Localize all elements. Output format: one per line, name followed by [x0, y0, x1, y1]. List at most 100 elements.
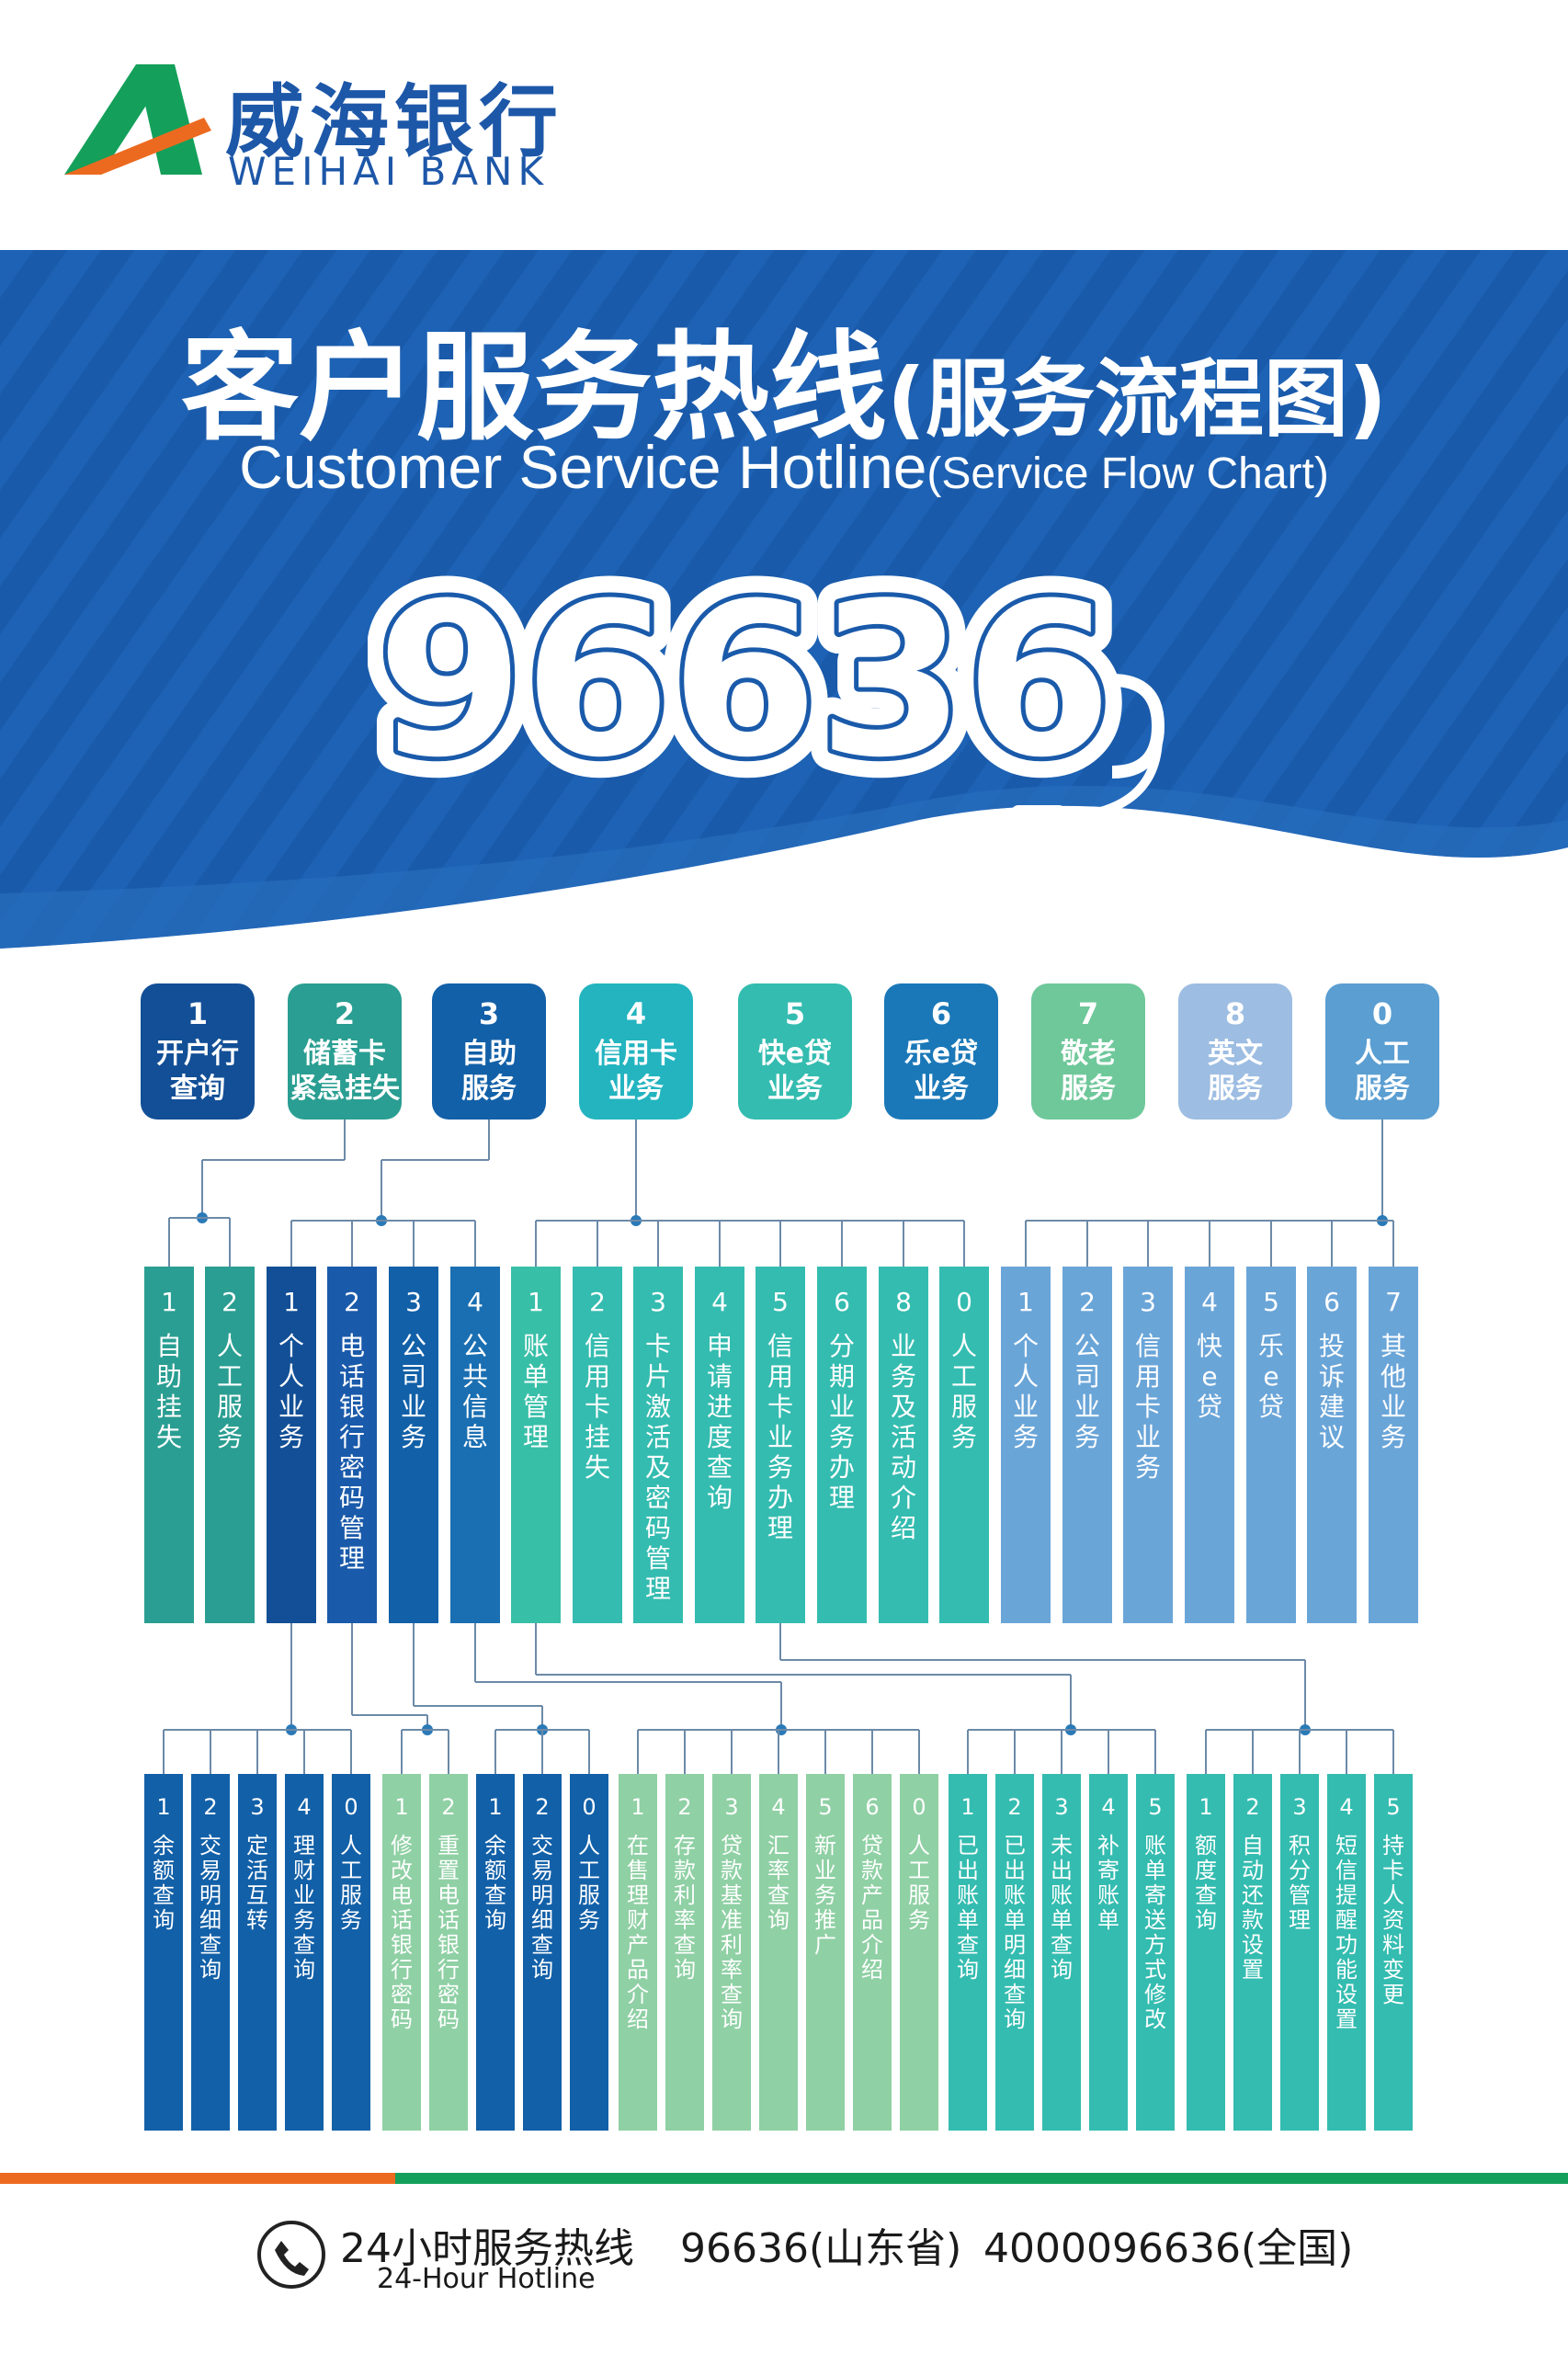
level2-option: 5 乐e贷	[1246, 1267, 1296, 1623]
menu-key: 6	[931, 996, 951, 1031]
option-key: 3	[650, 1287, 666, 1317]
option-label-char: 公	[462, 1331, 488, 1361]
option-label-char: 务	[340, 1907, 362, 1933]
option-label-char: 产	[861, 1882, 883, 1908]
bank-name-cn: 威海银行	[225, 76, 563, 168]
option-label-char: 贷	[861, 1833, 883, 1859]
option-label-char: 业	[1013, 1392, 1039, 1422]
option-label-char: 转	[246, 1907, 268, 1933]
option-label-char: 挂	[156, 1392, 182, 1422]
option-label-char: 查	[484, 1882, 506, 1908]
option-label-char: 服	[578, 1882, 600, 1908]
option-label-char: 理	[1289, 1907, 1311, 1933]
option-label-char: 单	[1097, 1907, 1119, 1933]
option-label-char: 申	[707, 1331, 733, 1361]
hotline-national: 4000096636(全国)	[983, 2225, 1354, 2272]
option-label-char: 人	[951, 1331, 977, 1361]
option-key: 0	[956, 1287, 972, 1317]
option-label-char: 快	[1197, 1331, 1222, 1361]
option-label-char: 诉	[1319, 1361, 1345, 1392]
option-label-char: 介	[627, 1982, 649, 2007]
option-label-char: 查	[957, 1932, 979, 1958]
option-label-char: 账	[523, 1331, 549, 1361]
option-label-char: 额	[153, 1858, 175, 1883]
menu-label: 信用卡	[595, 1038, 677, 1070]
option-label-char: 寄	[1097, 1858, 1119, 1883]
option-label-char: 务	[217, 1422, 243, 1452]
option-label-char: 率	[767, 1858, 790, 1883]
bank-name-en: WEIHAI BANK	[228, 149, 550, 194]
option-label-char: 密	[645, 1483, 671, 1513]
option-label-char: 卡	[767, 1392, 793, 1422]
option-label-char: 业	[401, 1392, 426, 1422]
option-label-char: 明	[531, 1882, 553, 1908]
option-label-char: 务	[891, 1361, 916, 1392]
option-label-char: 务	[1381, 1422, 1406, 1452]
option-label-char: 务	[829, 1422, 855, 1452]
option-key: 6	[1324, 1287, 1340, 1317]
option-key: 2	[441, 1794, 455, 1820]
option-label-char: 贷	[1197, 1392, 1222, 1422]
option-label-char: 活	[645, 1422, 671, 1452]
option-label-char: 醒	[1335, 1907, 1358, 1933]
option-label-char: 料	[1382, 1932, 1404, 1958]
svg-text:96636: 96636	[377, 559, 1112, 804]
option-label-char: 理	[627, 1882, 649, 1908]
option-label-char: 密	[339, 1452, 365, 1483]
option-label-char: 服	[340, 1882, 362, 1908]
option-label-char: 改	[391, 1858, 413, 1883]
bank-logo: 威海银行 WEIHAI BANK	[64, 64, 616, 194]
option-label-char: 查	[707, 1452, 733, 1483]
option-label-char: 工	[340, 1858, 362, 1883]
option-label-char: 其	[1381, 1331, 1406, 1361]
option-label-char: 进	[707, 1392, 733, 1422]
option-label-char: 已	[957, 1833, 979, 1859]
option-label-char: 补	[1097, 1833, 1119, 1859]
option-label-char: 业	[1381, 1392, 1406, 1422]
option-label-char: 询	[153, 1907, 175, 1933]
option-label-char: 易	[531, 1858, 553, 1883]
option-key: 4	[711, 1287, 728, 1317]
option-label-char: 售	[627, 1858, 649, 1883]
option-label-char: 查	[767, 1882, 790, 1908]
option-key: 6	[834, 1287, 850, 1317]
option-label-char: 查	[674, 1932, 696, 1958]
option-label-char: 人	[278, 1361, 304, 1392]
option-label-char: 管	[645, 1543, 671, 1574]
option-label-char: 准	[721, 1907, 743, 1933]
option-label-char: 银	[391, 1932, 413, 1958]
option-label-char: 基	[721, 1882, 743, 1908]
option-label-char: 码	[391, 2006, 413, 2032]
option-key: 2	[535, 1794, 549, 1820]
hotline-provincial: 96636(山东省)	[680, 2225, 962, 2272]
option-label-char: 财	[293, 1858, 315, 1883]
option-label-char: 共	[462, 1361, 488, 1392]
option-label-char: 余	[484, 1833, 506, 1859]
option-label-char: 业	[891, 1331, 916, 1361]
option-label-char: 率	[721, 1957, 743, 1983]
menu-key: 7	[1078, 996, 1098, 1031]
option-label-char: 服	[217, 1392, 243, 1422]
option-label-char: 分	[829, 1331, 855, 1361]
option-label-char: 业	[1074, 1392, 1100, 1422]
option-label-char: 询	[707, 1483, 733, 1513]
option-label-char: 管	[1289, 1882, 1311, 1908]
option-key: 3	[1140, 1287, 1156, 1317]
option-label-char: 银	[437, 1932, 460, 1958]
option-label-char: 密	[437, 1982, 460, 2007]
